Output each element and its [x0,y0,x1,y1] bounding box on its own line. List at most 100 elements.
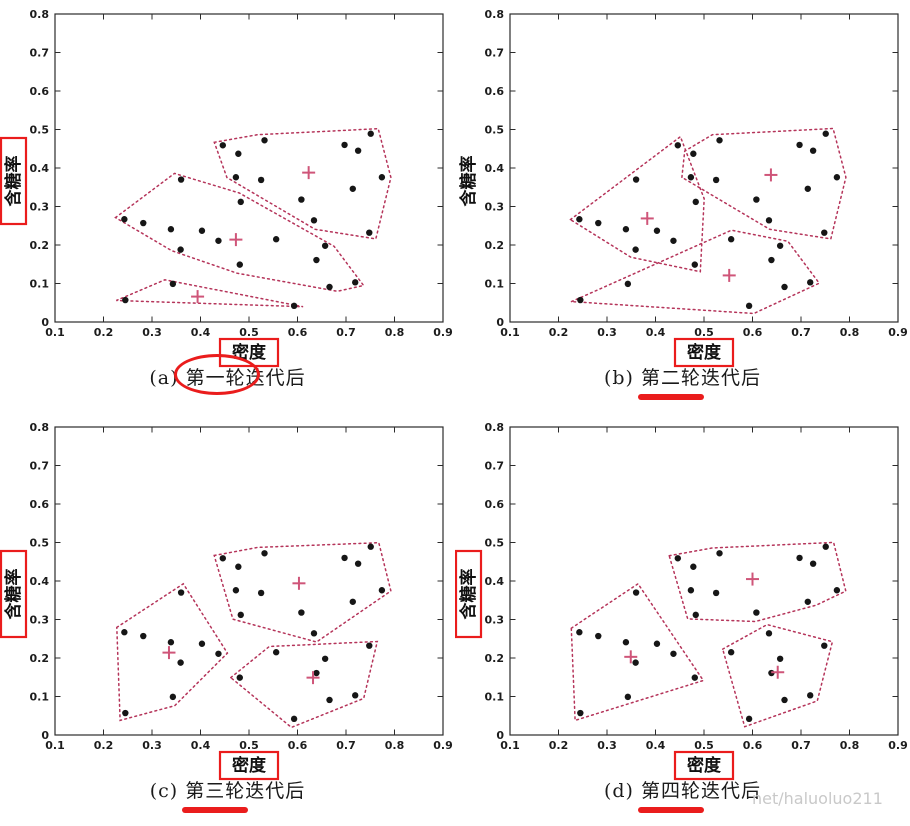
scatter-plot-d: 0.1 0.2 0.3 0.4 0.5 0.6 0.7 0.8 0.900.10.20.30.4… [455,421,908,781]
plot-box [54,426,444,736]
scatter-plot-b: 0.1 0.2 0.3 0.4 0.5 0.6 0.7 0.8 0.900.10.20.30.4… [458,8,908,368]
x-tick-label: 0.9 [888,739,908,752]
data-point [809,147,817,154]
centroid-marker [191,290,205,304]
y-tick-label: 0.2 [485,239,505,252]
y-tick-label: 0.1 [485,278,505,291]
data-point [310,217,318,224]
y-tick-label: 0.5 [485,537,505,550]
data-point [313,256,320,264]
data-point [821,642,828,649]
data-point [341,554,348,562]
x-tick-label: 0.4 [646,739,666,752]
subplot-b-caption: (b) 第二轮 迭代后 [455,363,910,400]
data-point [257,176,265,184]
data-point [577,709,584,717]
data-point [122,296,129,304]
x-tick-label: 0.1 [45,326,65,339]
data-point [781,283,788,291]
data-point [804,598,811,605]
y-tick-label: 0.6 [485,498,505,511]
y-tick-label: 0.8 [485,8,505,21]
subplot-d: 0.1 0.2 0.3 0.4 0.5 0.6 0.7 0.8 0.9 0 0.1 0.2 0.3 0.4… [455,413,910,826]
plot-box [509,13,899,323]
x-tick-label: 0.7 [336,739,356,752]
data-point [716,137,723,144]
plot-box [509,426,899,736]
x-tick-label: 0.5 [694,326,714,339]
data-point [776,655,784,662]
x-tick-label: 0.8 [840,326,860,339]
y-tick-label: 0.4 [485,575,505,588]
data-point [632,659,639,666]
x-tick-label: 0.8 [840,739,860,752]
centroid-marker [229,233,243,247]
data-point [235,563,242,570]
centroid-marker [624,650,638,664]
data-point [796,141,803,149]
caption-underline-annotation [638,807,705,813]
data-point [716,550,723,557]
data-point [692,198,699,206]
data-point [236,261,243,268]
data-point [822,543,829,550]
y-tick-label: 0.4 [485,162,505,175]
data-point [237,611,244,619]
caption-round: 第三轮 [182,776,249,813]
data-point [822,130,829,137]
y-tick-label: 0.1 [30,691,50,704]
y-tick-label: 0.3 [485,614,505,627]
data-point [632,246,639,253]
x-tick-label: 0.8 [385,326,405,339]
data-point [745,302,753,310]
data-point [261,137,268,144]
ylabel-annotation-box [455,549,483,639]
data-point [745,715,753,723]
cluster-boundary [116,279,304,308]
data-point [687,174,695,181]
data-point [670,237,677,244]
data-point [290,302,298,310]
data-point [272,649,280,656]
data-point [167,639,175,646]
data-point [833,174,841,181]
ylabel-annotation-box [0,549,28,639]
y-tick-label: 0 [41,316,49,329]
xlabel-annotation-box [673,337,735,368]
data-point [122,709,129,717]
data-point [215,237,222,244]
data-point [624,280,632,288]
x-tick-label: 0.2 [549,326,569,339]
data-point [622,226,630,233]
y-tick-label: 0.2 [485,652,505,665]
data-point [140,632,147,640]
data-point [140,219,147,227]
y-tick-label: 0 [41,729,49,742]
x-tick-label: 0.2 [549,739,569,752]
data-point [235,150,242,157]
data-point [121,629,128,636]
data-point [326,283,333,291]
x-tick-label: 0.3 [597,739,617,752]
data-point [804,185,811,192]
data-point [807,279,814,286]
data-point [821,229,828,236]
x-tick-label: 0.5 [694,739,714,752]
centroid-marker [764,168,778,182]
caption-prefix: (c) [149,780,186,802]
cluster-boundary [721,623,834,728]
data-point [341,141,348,149]
caption-suffix: 迭代后 [245,780,306,802]
data-point [366,229,373,236]
x-tick-label: 0.4 [646,326,666,339]
subplot-a-caption: (a) 第一轮 迭代后 [0,354,455,395]
data-point [167,226,175,233]
data-point [352,692,359,699]
data-point [366,642,373,649]
centroid-marker [302,166,316,180]
x-tick-label: 0.9 [888,326,908,339]
cluster-boundary [681,127,847,240]
data-point [576,216,583,223]
centroid-marker [162,646,176,660]
y-tick-label: 0.8 [30,421,50,434]
